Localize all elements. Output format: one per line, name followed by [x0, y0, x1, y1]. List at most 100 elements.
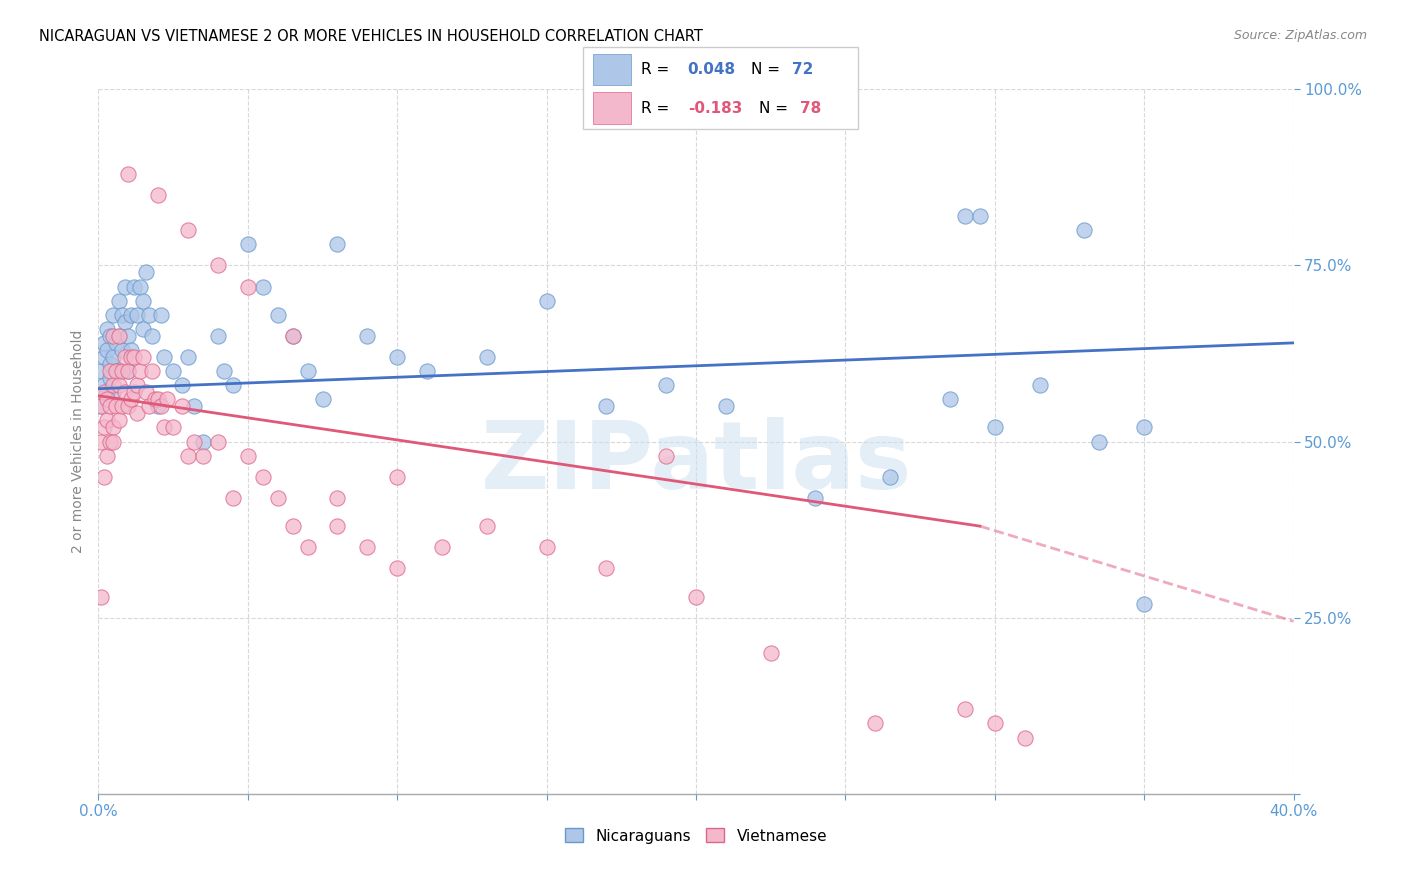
Point	[105, 364, 128, 378]
Point	[111, 343, 134, 357]
Point	[129, 279, 152, 293]
Point	[117, 364, 139, 378]
Point	[207, 434, 229, 449]
Point	[191, 434, 214, 449]
Point	[108, 364, 131, 378]
Point	[114, 350, 136, 364]
Point	[311, 392, 333, 407]
Point	[117, 399, 139, 413]
Point	[475, 350, 498, 364]
Point	[1073, 223, 1095, 237]
Text: 0.048: 0.048	[688, 62, 735, 77]
Point	[759, 646, 782, 660]
Point	[416, 364, 439, 378]
Point	[356, 328, 378, 343]
Point	[148, 392, 170, 407]
Point	[148, 187, 170, 202]
Point	[281, 328, 304, 343]
Point	[267, 491, 290, 505]
Text: R =: R =	[641, 101, 675, 115]
Point	[132, 322, 155, 336]
Point	[207, 328, 229, 343]
Point	[865, 716, 887, 731]
Point	[105, 364, 128, 378]
Point	[236, 449, 259, 463]
Text: N =: N =	[759, 101, 793, 115]
Text: Source: ZipAtlas.com: Source: ZipAtlas.com	[1233, 29, 1367, 42]
Point	[103, 385, 125, 400]
Point	[177, 223, 200, 237]
Text: N =: N =	[751, 62, 785, 77]
Point	[1088, 434, 1111, 449]
Point	[222, 378, 245, 392]
Point	[162, 364, 184, 378]
Text: ZIPatlas: ZIPatlas	[481, 417, 911, 508]
Point	[135, 385, 157, 400]
Point	[939, 392, 962, 407]
Point	[385, 561, 409, 575]
Point	[103, 308, 125, 322]
Point	[177, 350, 200, 364]
Point	[98, 357, 122, 371]
Text: NICARAGUAN VS VIETNAMESE 2 OR MORE VEHICLES IN HOUSEHOLD CORRELATION CHART: NICARAGUAN VS VIETNAMESE 2 OR MORE VEHIC…	[39, 29, 703, 44]
Point	[236, 237, 259, 252]
Point	[150, 399, 173, 413]
Text: R =: R =	[641, 62, 675, 77]
Point	[108, 328, 131, 343]
Point	[132, 350, 155, 364]
Point	[326, 237, 349, 252]
Point	[127, 378, 149, 392]
Point	[655, 449, 678, 463]
Point	[90, 434, 112, 449]
Point	[207, 259, 229, 273]
Point	[124, 350, 146, 364]
Point	[162, 420, 184, 434]
Point	[685, 590, 707, 604]
Legend: Nicaraguans, Vietnamese: Nicaraguans, Vietnamese	[558, 822, 834, 850]
Point	[96, 413, 118, 427]
Y-axis label: 2 or more Vehicles in Household: 2 or more Vehicles in Household	[70, 330, 84, 553]
Point	[98, 328, 122, 343]
Point	[536, 293, 558, 308]
Point	[93, 378, 115, 392]
Point	[114, 279, 136, 293]
Point	[120, 308, 142, 322]
Point	[156, 392, 179, 407]
Point	[127, 308, 149, 322]
Point	[132, 293, 155, 308]
Point	[236, 279, 259, 293]
Point	[172, 399, 194, 413]
Point	[127, 406, 149, 420]
Point	[536, 541, 558, 555]
Point	[326, 519, 349, 533]
Point	[969, 209, 991, 223]
Point	[117, 364, 139, 378]
Point	[135, 265, 157, 279]
Point	[98, 434, 122, 449]
Point	[103, 420, 125, 434]
Point	[108, 328, 131, 343]
Point	[90, 590, 112, 604]
Point	[114, 315, 136, 329]
Point	[267, 308, 290, 322]
Point	[953, 209, 976, 223]
Point	[96, 343, 118, 357]
Point	[141, 328, 163, 343]
Point	[1133, 420, 1156, 434]
Point	[183, 399, 205, 413]
Text: 78: 78	[800, 101, 821, 115]
Point	[252, 469, 274, 483]
Point	[297, 364, 319, 378]
Point	[153, 350, 176, 364]
Text: -0.183: -0.183	[688, 101, 742, 115]
Point	[96, 385, 118, 400]
Point	[120, 343, 142, 357]
Point	[114, 385, 136, 400]
Point	[129, 364, 152, 378]
Point	[103, 378, 125, 392]
Point	[1014, 731, 1036, 745]
Point	[326, 491, 349, 505]
FancyBboxPatch shape	[593, 54, 631, 85]
Point	[595, 399, 617, 413]
FancyBboxPatch shape	[593, 93, 631, 124]
